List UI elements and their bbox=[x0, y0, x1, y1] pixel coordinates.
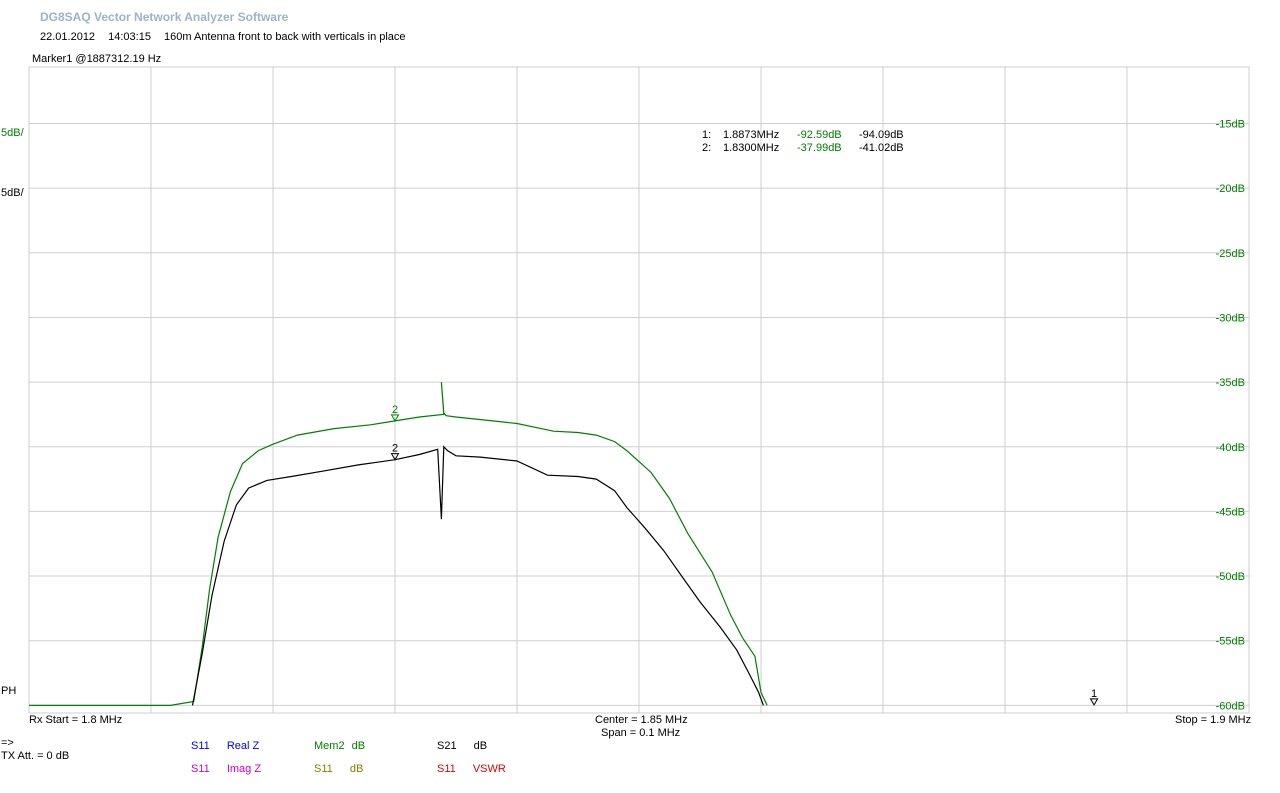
horizontal-grid bbox=[29, 123, 1249, 706]
measurement-date: 22.01.2012 bbox=[40, 31, 96, 43]
marker-freq: 1.8873MHz bbox=[723, 129, 780, 141]
sweep-stop: Stop = 1.9 MHz bbox=[1175, 714, 1252, 726]
marker-index: 1: bbox=[702, 129, 712, 141]
series-line-mem2-db bbox=[29, 382, 768, 707]
y-tick-labels: -15dB -20dB -25dB -30dB -35dB -40dB -45dB -50dB… bbox=[1216, 119, 1245, 713]
marker-triangle bbox=[390, 453, 400, 461]
y-tick-label: -15dB bbox=[1216, 119, 1245, 131]
legend-param: S11 bbox=[437, 763, 456, 775]
app-title: DG8SAQ Vector Network Analyzer Software bbox=[40, 10, 289, 24]
legend-s11-db[interactable]: S11 dB bbox=[314, 763, 363, 775]
vertical-grid bbox=[150, 67, 1128, 713]
y-tick-label: -45dB bbox=[1216, 506, 1245, 518]
tx-attenuation: TX Att. = 0 dB bbox=[1, 750, 70, 762]
measurement-time: 14:03:15 bbox=[108, 31, 151, 43]
y-tick-label: -50dB bbox=[1216, 571, 1245, 583]
legend-param: S11 bbox=[191, 763, 210, 775]
legend-name: dB bbox=[349, 763, 364, 775]
marker-value-black: -94.09dB bbox=[859, 129, 904, 141]
legend-param: S21 bbox=[437, 740, 457, 752]
marker-triangle bbox=[1089, 698, 1099, 706]
y-tick-label: -60dB bbox=[1216, 700, 1245, 712]
marker-number: 2 bbox=[392, 404, 398, 416]
y-tick-label: -55dB bbox=[1216, 636, 1245, 648]
marker-freq: 1.8300MHz bbox=[723, 142, 780, 154]
y-tick-label: -20dB bbox=[1216, 183, 1245, 195]
marker-value-green: -37.99dB bbox=[797, 142, 842, 154]
scale-label-black: 5dB/ bbox=[1, 187, 24, 199]
arrow-label: => bbox=[1, 737, 14, 749]
legend-param: S11 bbox=[191, 740, 210, 752]
series-line-s21-db bbox=[191, 445, 764, 706]
marker-triangle bbox=[390, 414, 400, 422]
phase-label: PH bbox=[1, 685, 17, 697]
y-tick-label: -40dB bbox=[1216, 442, 1245, 454]
legend-name: VSWR bbox=[472, 763, 506, 775]
sweep-span: Span = 0.1 MHz bbox=[601, 727, 681, 739]
marker-value-black: -41.02dB bbox=[859, 142, 904, 154]
legend-param: S11 bbox=[314, 763, 333, 775]
trace-lines bbox=[29, 382, 768, 707]
sweep-center: Center = 1.85 MHz bbox=[595, 714, 688, 726]
legend-name: dB bbox=[473, 740, 488, 752]
marker-index: 2: bbox=[702, 142, 712, 154]
y-tick-label: -35dB bbox=[1216, 377, 1245, 389]
legend-param: Mem2 bbox=[314, 740, 345, 752]
marker-number: 1 bbox=[1091, 688, 1097, 700]
sweep-start: Rx Start = 1.8 MHz bbox=[29, 714, 123, 726]
legend-s21-db[interactable]: S21 dB bbox=[437, 740, 487, 752]
marker-value-green: -92.59dB bbox=[797, 129, 842, 141]
marker-number: 2 bbox=[392, 443, 398, 455]
y-tick-label: -30dB bbox=[1216, 312, 1245, 324]
y-tick-label: -25dB bbox=[1216, 248, 1245, 260]
measurement-info: 22.01.2012 14:03:15 160m Antenna front t… bbox=[40, 31, 416, 43]
trace-markers: 2 2 1 bbox=[390, 404, 1099, 706]
legend-s11-realz[interactable]: S11 Real Z bbox=[191, 740, 259, 752]
legend-name: Imag Z bbox=[226, 763, 262, 775]
legend-name: dB bbox=[351, 740, 366, 752]
legend-s11-imagz[interactable]: S11 Imag Z bbox=[191, 763, 261, 775]
legend-name: Real Z bbox=[226, 740, 260, 752]
marker-readout-title: Marker1 @1887312.19 Hz bbox=[32, 53, 162, 65]
measurement-description: 160m Antenna front to back with vertical… bbox=[164, 31, 406, 43]
legend-s11-vswr[interactable]: S11 VSWR bbox=[437, 763, 506, 775]
scale-label-green: 5dB/ bbox=[1, 127, 24, 139]
legend-mem2-db[interactable]: Mem2 dB bbox=[314, 740, 365, 752]
